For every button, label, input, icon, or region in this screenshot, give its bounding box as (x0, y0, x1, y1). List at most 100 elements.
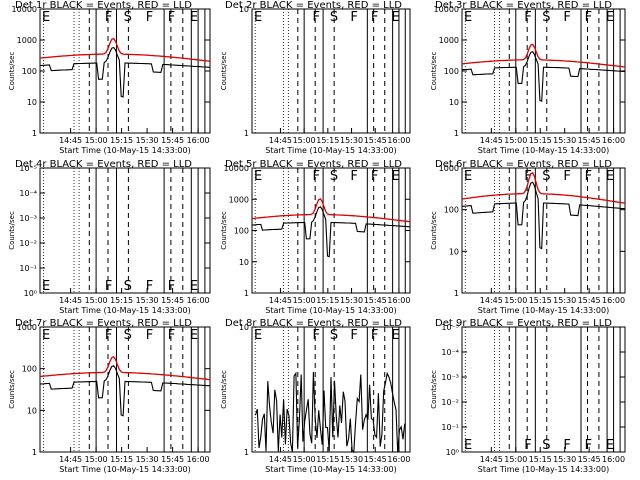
x-tick-label: 14:45 (480, 296, 503, 305)
x-tick-label: 15:45 (578, 455, 601, 464)
interval-letter-e: E (42, 10, 50, 25)
y-tick-label: 10⁻¹ (441, 423, 459, 432)
x-tick-label: 14:45 (59, 136, 82, 145)
x-tick-label: 15:30 (553, 455, 576, 464)
y-tick-label: 10 (27, 98, 37, 107)
interval-letter-f: F (371, 169, 378, 184)
y-tick-label: 1 (244, 289, 249, 298)
y-axis-label: Counts/sec (220, 52, 228, 91)
y-tick-label: 100 (444, 206, 459, 215)
interval-letter-f: F (563, 438, 570, 453)
x-tick-label: 15:15 (316, 136, 339, 145)
chart-title: Det 5r BLACK = Events, RED = LLD (225, 159, 402, 170)
y-axis-label: Counts/sec (430, 211, 438, 250)
lld-series-line (461, 43, 626, 68)
x-axis-label: Start Time (10-May-15 14:33:00) (478, 465, 609, 474)
interval-letter-f: F (585, 438, 592, 453)
interval-letter-f: F (524, 438, 531, 453)
y-axis-label: Counts/sec (8, 370, 16, 409)
interval-letter-e: E (42, 328, 50, 343)
interval-letter-f: F (371, 10, 378, 25)
interval-letter-f: F (524, 10, 531, 25)
x-tick-label: 14:45 (269, 296, 292, 305)
x-tick-label: 16:00 (387, 136, 410, 145)
x-tick-label: 15:45 (364, 296, 387, 305)
x-axis-label: Start Time (10-May-15 14:33:00) (478, 146, 609, 155)
x-tick-label: 15:15 (316, 455, 339, 464)
y-tick-label: 1 (454, 129, 459, 138)
x-tick-label: 14:45 (59, 296, 82, 305)
x-tick-label: 16:00 (187, 136, 210, 145)
y-axis-label: Counts/sec (220, 370, 228, 409)
lld-series-line (39, 355, 211, 381)
x-tick-label: 14:45 (269, 136, 292, 145)
y-tick-label: 10⁻³ (441, 373, 459, 382)
interval-letter-f: F (312, 328, 319, 343)
x-axis-label: Start Time (10-May-15 14:33:00) (59, 465, 190, 474)
y-axis-label: Counts/sec (220, 211, 228, 250)
x-axis-label: Start Time (10-May-15 14:33:00) (265, 146, 396, 155)
chart-title: Det 6r BLACK = Events, RED = LLD (435, 159, 612, 170)
interval-letter-s: S (124, 10, 132, 25)
x-axis-label: Start Time (10-May-15 14:33:00) (478, 306, 609, 315)
y-tick-label: 10 (449, 98, 459, 107)
interval-letter-f: F (585, 10, 592, 25)
x-tick-label: 15:30 (340, 136, 363, 145)
x-axis-label: Start Time (10-May-15 14:33:00) (265, 306, 396, 315)
y-tick-label: 10⁻⁵ (441, 323, 459, 332)
y-tick-label: 10 (449, 247, 459, 256)
y-tick-label: 10000 (12, 5, 37, 14)
interval-letter-f: F (146, 10, 153, 25)
interval-letter-f: F (350, 169, 357, 184)
x-tick-label: 15:45 (161, 136, 184, 145)
interval-letter-e: E (190, 328, 198, 343)
x-tick-label: 16:00 (602, 455, 625, 464)
x-tick-label: 15:45 (578, 136, 601, 145)
interval-letter-e: E (391, 10, 399, 25)
y-tick-label: 10⁻⁴ (19, 189, 37, 198)
x-tick-label: 15:15 (110, 455, 133, 464)
interval-letter-s: S (330, 169, 338, 184)
interval-letter-e: E (42, 279, 50, 294)
interval-letter-f: F (168, 279, 175, 294)
x-axis-label: Start Time (10-May-15 14:33:00) (265, 465, 396, 474)
interval-letter-f: F (371, 328, 378, 343)
x-tick-label: 15:00 (293, 455, 316, 464)
events-series-line (251, 206, 411, 258)
interval-letter-e: E (464, 438, 472, 453)
y-axis-label: Counts/sec (8, 52, 16, 91)
interval-letter-e: E (606, 438, 614, 453)
interval-letter-e: E (190, 279, 198, 294)
x-tick-label: 16:00 (387, 455, 410, 464)
y-tick-label: 10000 (434, 5, 459, 14)
x-tick-label: 15:00 (504, 296, 527, 305)
interval-letter-f: F (350, 10, 357, 25)
x-tick-label: 14:45 (480, 136, 503, 145)
plot-frame (461, 167, 626, 294)
y-tick-label: 10 (239, 5, 249, 14)
interval-letter-e: E (464, 10, 472, 25)
y-tick-label: 10⁰ (446, 448, 459, 457)
x-tick-label: 15:30 (136, 455, 159, 464)
interval-letter-f: F (146, 328, 153, 343)
chart-title: Det 7r BLACK = Events, RED = LLD (15, 318, 192, 329)
lld-series-line (251, 198, 411, 223)
plot-frame (461, 326, 626, 453)
interval-letter-s: S (542, 438, 550, 453)
chart-title: Det 8r BLACK = Events, RED = LLD (225, 318, 402, 329)
interval-letter-f: F (585, 169, 592, 184)
plot-frame (251, 8, 411, 134)
x-tick-label: 15:30 (553, 136, 576, 145)
x-tick-label: 15:00 (504, 455, 527, 464)
lld-series-line (39, 37, 211, 62)
y-tick-label: 100 (22, 365, 37, 374)
interval-letter-s: S (330, 328, 338, 343)
x-tick-label: 15:15 (529, 136, 552, 145)
x-tick-label: 15:00 (293, 296, 316, 305)
interval-letter-s: S (542, 10, 550, 25)
x-tick-label: 15:45 (578, 296, 601, 305)
x-tick-label: 15:45 (364, 455, 387, 464)
